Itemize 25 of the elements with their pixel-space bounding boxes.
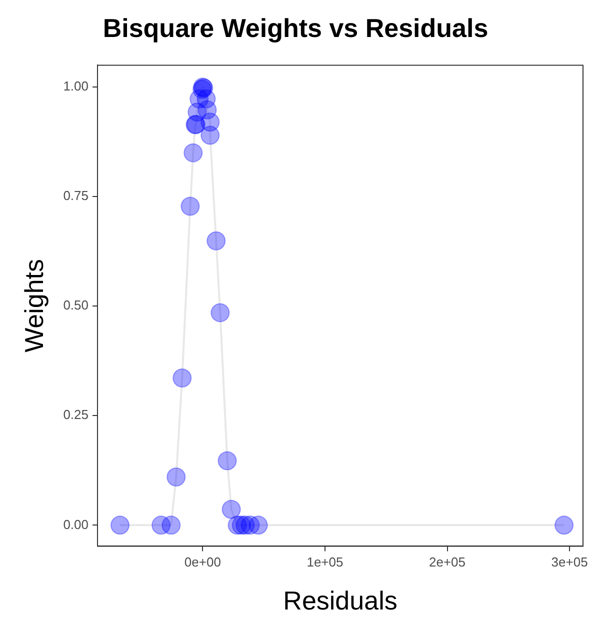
x-tick-label: 0e+00 — [184, 554, 221, 570]
point — [554, 516, 574, 535]
point — [222, 500, 241, 519]
y-tick-label: 1.00 — [63, 78, 88, 94]
y-tick-label: 0.00 — [63, 516, 88, 532]
point — [180, 196, 200, 216]
point — [110, 516, 130, 535]
point — [248, 516, 268, 535]
x-tick-label: 1e+05 — [306, 554, 344, 570]
y-tick-label: 0.75 — [63, 188, 88, 204]
point — [184, 143, 203, 162]
y-tick-label: 0.25 — [63, 407, 88, 422]
x-tick-label: 3e+05 — [551, 554, 588, 570]
point — [162, 516, 181, 535]
point — [200, 126, 220, 145]
point — [210, 303, 230, 322]
point — [166, 467, 186, 486]
chart-title: Bisquare Weights vs Residuals — [102, 12, 488, 43]
y-axis-title: Weights — [18, 258, 49, 352]
y-tick-label: 0.50 — [63, 298, 88, 313]
point — [206, 231, 226, 250]
point — [172, 368, 192, 388]
x-axis-title: Residuals — [283, 586, 398, 616]
x-tick-label: 2e+05 — [429, 554, 466, 570]
point — [218, 451, 237, 470]
